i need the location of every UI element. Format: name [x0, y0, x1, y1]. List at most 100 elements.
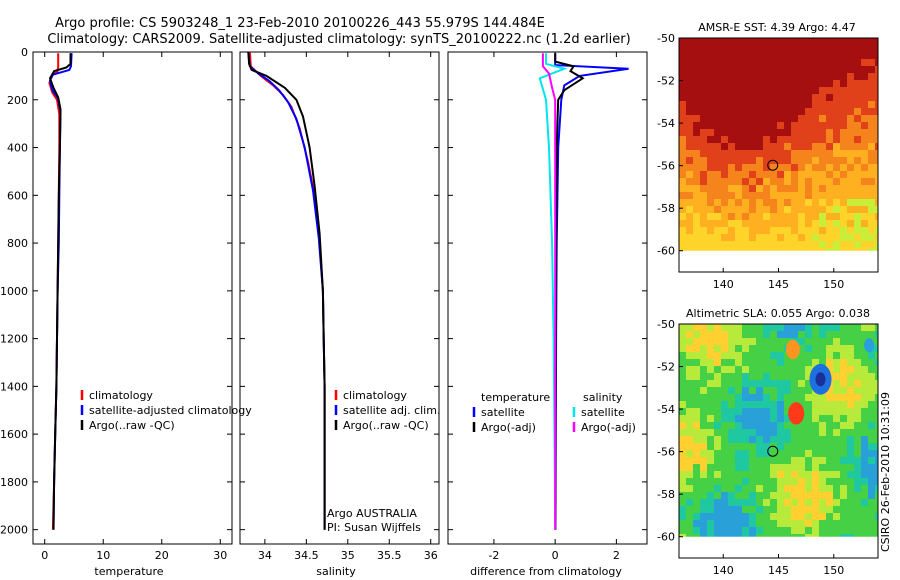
map-cell: [742, 178, 749, 185]
map-cell: [700, 485, 707, 492]
map-cell: [714, 227, 721, 234]
map-cell: [749, 387, 756, 394]
map-cell: [742, 192, 749, 199]
map-cell: [770, 352, 777, 359]
map-cell: [812, 534, 819, 537]
map-cell: [735, 429, 742, 436]
map-cell: [721, 234, 728, 241]
map-cell: [693, 108, 700, 115]
map-cell: [742, 206, 749, 213]
map-cell: [735, 380, 742, 387]
map-cell: [742, 129, 749, 136]
map-cell: [721, 485, 728, 492]
map-cell: [742, 171, 749, 178]
map-cell: [791, 331, 798, 338]
map-cell: [714, 66, 721, 73]
map-cell: [798, 534, 805, 537]
map-cell: [847, 66, 854, 73]
map-cell: [686, 199, 693, 206]
y-tick-label: -50: [657, 318, 675, 331]
map-cell: [798, 136, 805, 143]
map-cell: [749, 178, 756, 185]
map-cell: [833, 499, 840, 506]
map-cell: [861, 478, 868, 485]
map-cell: [700, 415, 707, 422]
map-cell: [840, 185, 847, 192]
map-cell: [791, 122, 798, 129]
map-cell: [721, 108, 728, 115]
map-cell: [798, 394, 805, 401]
map-cell: [700, 241, 707, 248]
map-cell: [770, 534, 777, 537]
map-cell: [686, 415, 693, 422]
map-cell: [707, 338, 714, 345]
map-cell: [728, 436, 735, 443]
map-cell: [826, 66, 833, 73]
map-cell: [826, 234, 833, 241]
map-cell: [735, 241, 742, 248]
map-cell: [679, 45, 686, 52]
map-cell: [714, 492, 721, 499]
map-cell: [784, 192, 791, 199]
map-cell: [679, 143, 686, 150]
map-cell: [693, 87, 700, 94]
map-cell: [840, 513, 847, 520]
map-cell: [742, 408, 749, 415]
panel-annotation: PI: Susan Wijffels: [327, 521, 421, 534]
map-cell: [791, 199, 798, 206]
map-cell: [875, 499, 878, 506]
map-cell: [721, 150, 728, 157]
map-cell: [714, 499, 721, 506]
map-cell: [700, 52, 707, 59]
map-cell: [833, 185, 840, 192]
map-cell: [679, 443, 686, 450]
map-cell: [777, 380, 784, 387]
map-cell: [777, 331, 784, 338]
map-cell: [784, 401, 791, 408]
map-cell: [826, 178, 833, 185]
map-cell: [875, 422, 878, 429]
map-cell: [700, 213, 707, 220]
map-cell: [693, 199, 700, 206]
map-cell: [847, 241, 854, 248]
map-cell: [805, 45, 812, 52]
map-cell: [861, 101, 868, 108]
map-cell: [700, 324, 707, 331]
map-cell: [770, 227, 777, 234]
map-cell: [777, 59, 784, 66]
map-cell: [875, 534, 878, 537]
map-cell: [679, 220, 686, 227]
map-cell: [861, 108, 868, 115]
legend-header: temperature: [481, 391, 550, 404]
map-cell: [714, 52, 721, 59]
map-cell: [756, 366, 763, 373]
map-cell: [707, 59, 714, 66]
map-cell: [854, 192, 861, 199]
x-tick-label: 34: [258, 549, 272, 562]
panel-annotation: Argo AUSTRALIA: [327, 507, 417, 520]
map-cell: [742, 227, 749, 234]
map-cell: [679, 192, 686, 199]
map-cell: [749, 157, 756, 164]
map-cell: [833, 401, 840, 408]
map-cell: [784, 380, 791, 387]
map-cell: [700, 101, 707, 108]
map-cell: [805, 213, 812, 220]
map-cell: [861, 436, 868, 443]
map-cell: [763, 227, 770, 234]
map-cell: [826, 213, 833, 220]
map-cell: [756, 38, 763, 45]
map-cell: [826, 401, 833, 408]
map-cell: [770, 220, 777, 227]
map-cell: [784, 157, 791, 164]
map-cell: [784, 171, 791, 178]
map-cell: [707, 485, 714, 492]
map-cell: [742, 506, 749, 513]
map-cell: [686, 422, 693, 429]
map-cell: [812, 122, 819, 129]
map-cell: [721, 101, 728, 108]
map-cell: [826, 129, 833, 136]
map-cell: [812, 485, 819, 492]
map-cell: [812, 513, 819, 520]
